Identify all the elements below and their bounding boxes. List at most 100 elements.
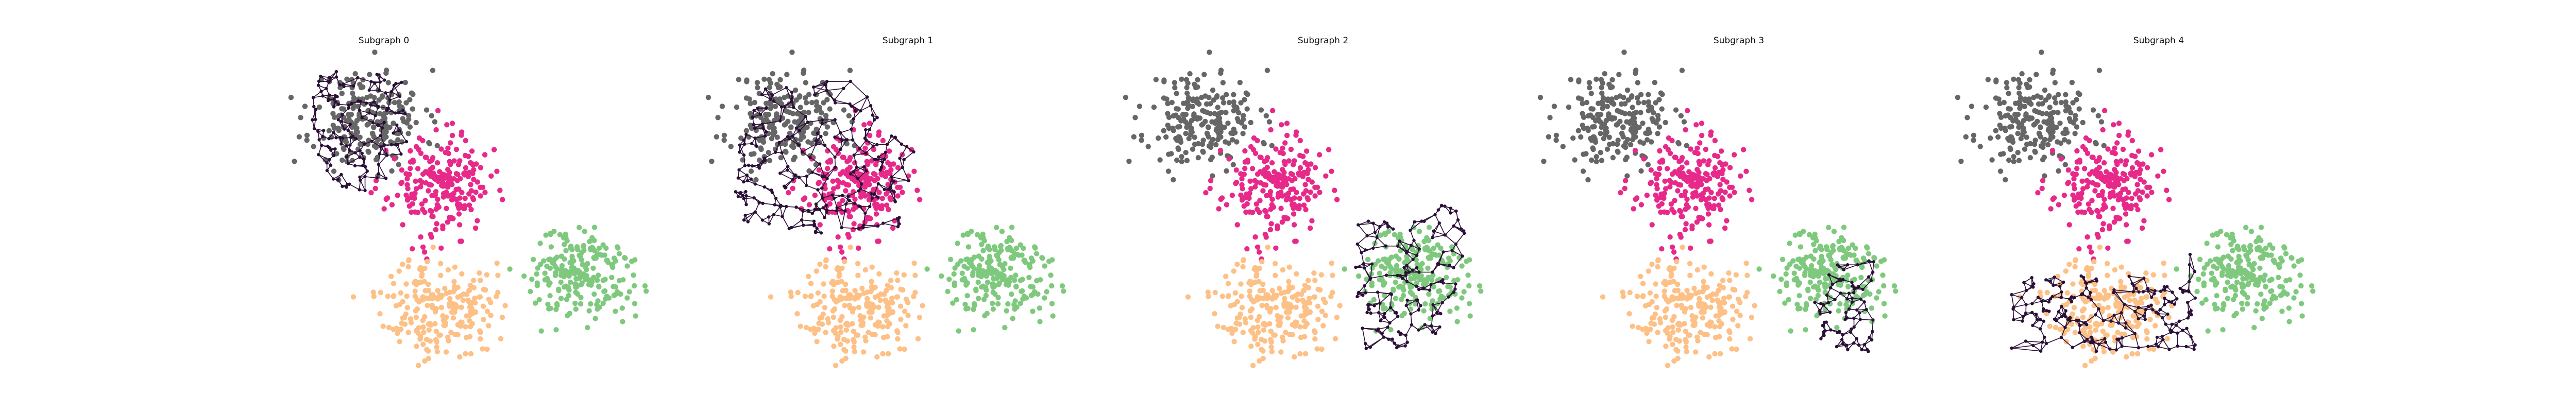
point-green — [1012, 298, 1018, 304]
point-green — [1387, 270, 1393, 276]
point-pink — [1672, 154, 1677, 160]
subgraph-node — [761, 201, 765, 205]
point-green — [975, 296, 981, 301]
point-pink — [1317, 190, 1323, 195]
point-gray — [1225, 121, 1231, 126]
point-pink — [372, 185, 378, 192]
point-green — [620, 319, 625, 324]
subgraph-node — [1366, 219, 1370, 223]
point-green — [1049, 283, 1055, 289]
point-pink — [1680, 214, 1685, 219]
point-gray — [779, 101, 785, 107]
subgraph-node — [347, 103, 350, 107]
point-orange — [1733, 272, 1739, 278]
subgraph-node — [334, 70, 338, 74]
point-orange — [1640, 281, 1646, 286]
subgraph-node — [1412, 238, 1416, 243]
point-pink — [873, 162, 879, 167]
point-gray — [763, 117, 769, 123]
point-orange — [851, 329, 857, 334]
point-green — [1876, 289, 1882, 295]
point-orange — [1727, 278, 1733, 283]
point-pink — [1294, 190, 1299, 195]
subgraph-node — [338, 83, 342, 87]
point-orange — [395, 330, 400, 336]
point-gray — [302, 104, 308, 109]
point-gray — [407, 124, 413, 130]
point-pink — [1233, 180, 1240, 185]
point-gray — [1183, 150, 1189, 156]
point-pink — [416, 147, 422, 152]
subgraph-node — [398, 94, 402, 98]
point-orange — [1320, 323, 1326, 329]
point-pink — [1692, 181, 1699, 187]
subgraph-node — [876, 182, 880, 186]
point-gray — [371, 95, 377, 100]
subgraph-node — [380, 126, 384, 130]
point-green — [962, 301, 968, 307]
point-gray — [1585, 177, 1591, 183]
subgraph-node — [1357, 291, 1360, 295]
panel-title: Subgraph 2 — [1298, 36, 1348, 46]
subgraph-node — [389, 90, 393, 94]
subgraph-node — [900, 142, 904, 146]
point-green — [1050, 313, 1056, 319]
point-green — [550, 258, 556, 264]
point-orange — [1653, 294, 1659, 299]
point-green — [596, 283, 602, 289]
point-gray — [1248, 119, 1253, 126]
subgraph-node — [351, 84, 355, 88]
point-green — [1030, 308, 1036, 314]
point-orange — [477, 328, 483, 334]
point-gray — [316, 104, 323, 110]
point-orange — [470, 278, 477, 283]
subgraph-node — [743, 213, 747, 217]
point-gray — [1590, 106, 1596, 112]
point-orange — [803, 324, 809, 331]
point-green — [1416, 229, 1422, 234]
point-pink — [418, 184, 423, 190]
point-orange — [385, 294, 391, 299]
point-pink — [422, 154, 428, 160]
point-orange — [1712, 324, 1718, 330]
subgraph-node — [362, 157, 365, 161]
point-green — [952, 283, 958, 288]
point-gray — [383, 129, 389, 135]
point-pink — [1667, 234, 1673, 240]
point-orange — [1273, 272, 1278, 278]
point-pink — [1291, 201, 1297, 207]
subgraph-node — [1415, 298, 1419, 302]
point-pink — [474, 218, 480, 224]
point-green — [1026, 263, 1032, 268]
subgraph-edge — [384, 145, 387, 156]
subgraph-node — [316, 130, 320, 133]
point-orange — [1286, 279, 1292, 284]
point-orange — [912, 272, 918, 278]
point-green — [521, 273, 527, 279]
point-gray — [336, 128, 342, 133]
point-green — [980, 283, 986, 289]
subgraph-node — [887, 187, 891, 191]
point-pink — [1675, 188, 1681, 194]
point-orange — [1234, 261, 1240, 267]
point-gray — [1598, 150, 1603, 156]
point-pink — [457, 195, 463, 201]
subgraph-node — [868, 128, 872, 131]
point-orange — [1315, 303, 1321, 309]
point-pink — [1684, 160, 1690, 166]
point-green — [1397, 231, 1403, 237]
point-gray — [803, 125, 809, 131]
point-pink — [1631, 206, 1636, 212]
point-orange — [1243, 320, 1249, 325]
point-pink — [1712, 165, 1718, 171]
point-gray — [1580, 111, 1585, 116]
point-orange — [1251, 266, 1257, 272]
point-orange — [1277, 285, 1282, 291]
point-gray — [1206, 134, 1211, 140]
subgraph-node — [328, 146, 331, 149]
point-orange — [478, 278, 483, 283]
point-orange — [1285, 306, 1291, 312]
subgraph-node — [1365, 311, 1369, 315]
subgraph-edge — [313, 106, 316, 120]
subgraph-edge — [380, 146, 387, 156]
